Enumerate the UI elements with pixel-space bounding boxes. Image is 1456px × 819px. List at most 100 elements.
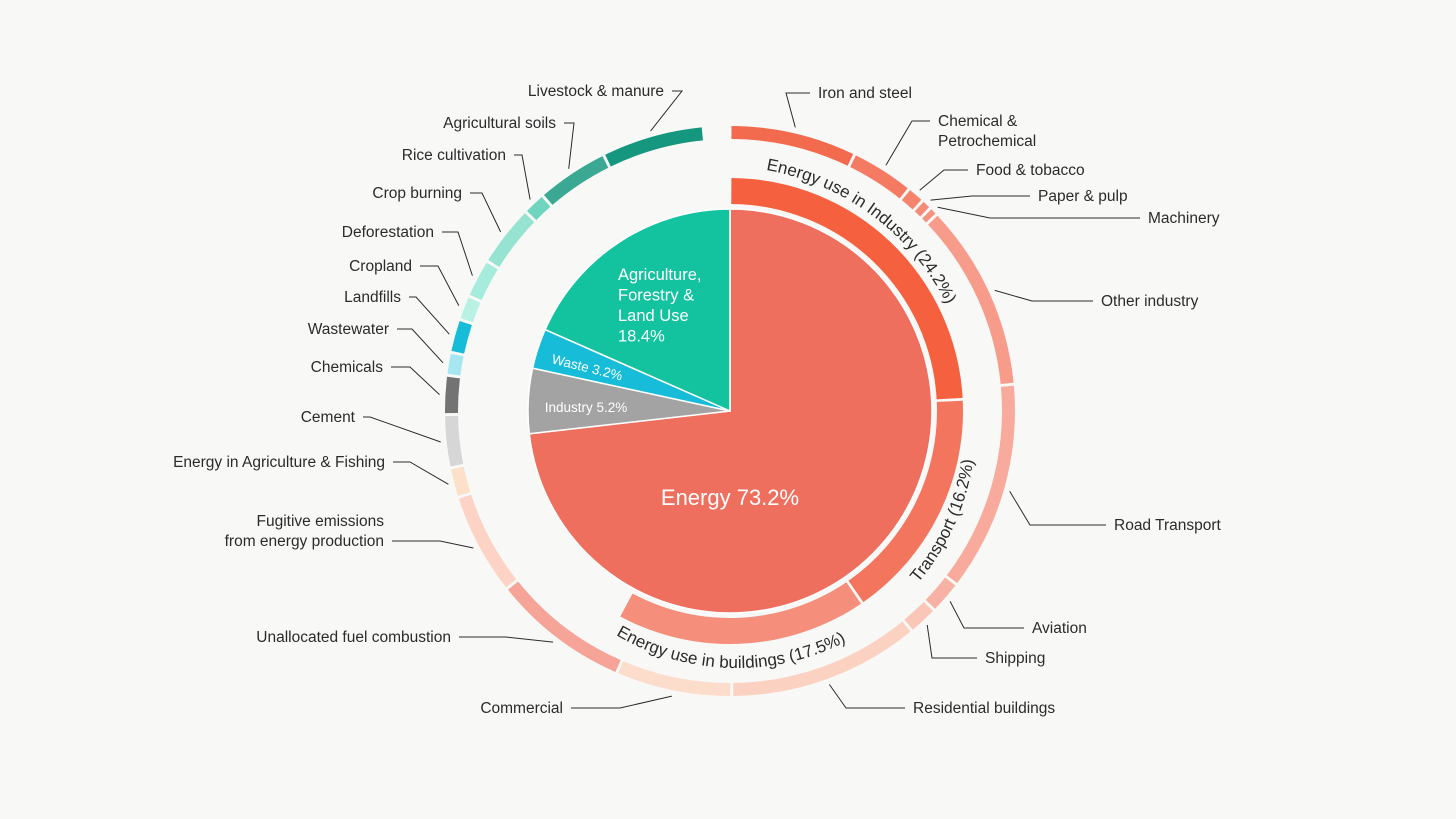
subsector-label-agricultural-soils: Agricultural soils — [443, 115, 556, 132]
subsector-arc-other-industry — [928, 215, 1014, 384]
subsector-label-line: Crop burning — [372, 185, 462, 202]
subsector-arc-paper-and-pulp — [914, 201, 930, 217]
subsector-label-line: Road Transport — [1114, 517, 1222, 534]
leader-line-livestock-and-manure — [650, 90, 684, 132]
subsector-label-road-transport: Road Transport — [1114, 517, 1222, 534]
subsector-arc-energy-in-agriculture-and-fishing — [451, 466, 471, 496]
subsector-arc-food-and-tobacco — [901, 190, 922, 210]
leader-line-wastewater — [397, 328, 444, 364]
category-arc-energy-use-in-industry — [731, 178, 963, 400]
subsector-label-line: from energy production — [225, 533, 384, 550]
subsector-ring — [445, 126, 1015, 697]
subsector-arc-iron-and-steel — [731, 126, 854, 166]
subsector-label-deforestation: Deforestation — [342, 224, 434, 241]
subsector-label-line: Cropland — [349, 258, 412, 275]
subsector-arc-cropland — [460, 297, 481, 323]
leader-line-road-transport — [1009, 491, 1106, 526]
subsector-label-line: Landfills — [344, 289, 401, 306]
subsector-arc-road-transport — [946, 385, 1015, 584]
subsector-label-shipping: Shipping — [985, 650, 1045, 667]
leader-line-cement — [363, 416, 441, 443]
subsector-arc-rice-cultivation — [527, 197, 551, 221]
leader-line-crop-burning — [470, 192, 502, 233]
subsector-label-paper-and-pulp: Paper & pulp — [1038, 188, 1128, 205]
subsector-arc-chemicals — [445, 376, 460, 414]
leader-line-agricultural-soils — [564, 122, 575, 169]
subsector-arc-aviation — [925, 577, 956, 609]
subsector-label-iron-and-steel: Iron and steel — [818, 85, 912, 102]
leader-line-iron-and-steel — [785, 92, 810, 128]
subsector-label-wastewater: Wastewater — [308, 321, 389, 338]
leader-line-food-and-tobacco — [919, 169, 968, 191]
subsector-arc-machinery — [922, 209, 936, 223]
subsector-arc-deforestation — [469, 262, 498, 301]
sector-label-industry: Industry 5.2% — [545, 400, 628, 415]
subsector-arc-cement — [445, 415, 464, 467]
subsector-arc-agricultural-soils — [544, 156, 609, 205]
subsector-arc-livestock-and-manure — [605, 127, 703, 167]
subsector-label-chemicals: Chemicals — [311, 359, 384, 376]
subsector-label-line: Unallocated fuel combustion — [256, 629, 451, 646]
category-arc-energy-use-in-buildings — [620, 582, 861, 644]
leader-line-chemical-and-petrochemical — [885, 120, 930, 166]
leader-line-fugitive-emissions-from-energy-production — [392, 540, 474, 549]
subsector-label-line: Commercial — [480, 700, 563, 717]
subsector-label-fugitive-emissions-from-energy-production: Fugitive emissions from energy production — [225, 513, 385, 550]
subsector-label-crop-burning: Crop burning — [372, 185, 462, 202]
subsector-label-line: Chemical & — [938, 113, 1018, 130]
leader-line-unallocated-fuel-combustion — [459, 636, 554, 643]
subsector-arc-landfills — [451, 320, 472, 354]
leader-line-deforestation — [442, 231, 473, 276]
subsector-arc-chemical-and-petrochemical — [850, 155, 908, 199]
sector-label-agri-line: Forestry & — [618, 287, 694, 305]
subsector-arc-residential-buildings — [733, 621, 911, 696]
subsector-label-cropland: Cropland — [349, 258, 412, 275]
leader-lines — [363, 90, 1140, 709]
category-ring — [620, 178, 963, 644]
leader-line-energy-in-agriculture-and-fishing — [393, 461, 449, 485]
subsector-label-line: Aviation — [1032, 620, 1087, 637]
leader-line-shipping — [926, 624, 977, 659]
leader-line-residential-buildings — [828, 684, 905, 709]
category-arc-transport — [848, 400, 963, 603]
subsector-label-line: Agricultural soils — [443, 115, 556, 132]
subsector-label-unallocated-fuel-combustion: Unallocated fuel combustion — [256, 629, 451, 646]
subsector-label-line: Machinery — [1148, 210, 1220, 227]
subsector-arc-unallocated-fuel-combustion — [507, 581, 621, 672]
leader-line-landfills — [409, 296, 450, 335]
subsector-label-line: Energy in Agriculture & Fishing — [173, 454, 385, 471]
sector-label-energy: Energy 73.2% — [661, 485, 799, 510]
subsector-label-line: Other industry — [1101, 293, 1199, 310]
subsector-label-line: Chemicals — [311, 359, 384, 376]
subsector-arc-crop-burning — [488, 213, 535, 267]
subsector-label-line: Residential buildings — [913, 700, 1055, 717]
subsector-label-line: Deforestation — [342, 224, 434, 241]
subsector-label-line: Cement — [301, 409, 356, 426]
sector-label-agri-line: Agriculture, — [618, 266, 701, 284]
subsector-label-line: Rice cultivation — [402, 147, 506, 164]
subsector-label-livestock-and-manure: Livestock & manure — [528, 83, 664, 100]
subsector-label-food-and-tobacco: Food & tobacco — [976, 162, 1085, 179]
subsector-label-machinery: Machinery — [1148, 210, 1220, 227]
subsector-label-chemical-and-petrochemical: Chemical & Petrochemical — [938, 113, 1036, 150]
subsector-label-line: Iron and steel — [818, 85, 912, 102]
subsector-arc-shipping — [904, 601, 933, 630]
subsector-label-commercial: Commercial — [480, 700, 563, 717]
subsector-label-line: Livestock & manure — [528, 83, 664, 100]
sector-label-agri: Agriculture, Forestry & Land Use 18.4% — [618, 266, 706, 346]
pie-slice-agriculture-forestry-and-land-use — [544, 208, 731, 413]
subsector-label-aviation: Aviation — [1032, 620, 1087, 637]
leader-line-rice-cultivation — [514, 154, 531, 200]
subsector-arc-fugitive-emissions-from-energy-production — [458, 494, 517, 588]
pie-layer — [527, 208, 933, 614]
leader-line-commercial — [571, 695, 673, 709]
subsector-label-other-industry: Other industry — [1101, 293, 1199, 310]
leader-line-aviation — [949, 601, 1024, 629]
subsector-label-energy-in-agriculture-and-fishing: Energy in Agriculture & Fishing — [173, 454, 385, 471]
subsector-arc-commercial — [618, 661, 731, 697]
leader-line-other-industry — [994, 289, 1093, 302]
sector-label-agri-line: Land Use — [618, 307, 689, 325]
subsector-label-line: Food & tobacco — [976, 162, 1085, 179]
subsector-label-line: Fugitive emissions — [257, 513, 385, 530]
